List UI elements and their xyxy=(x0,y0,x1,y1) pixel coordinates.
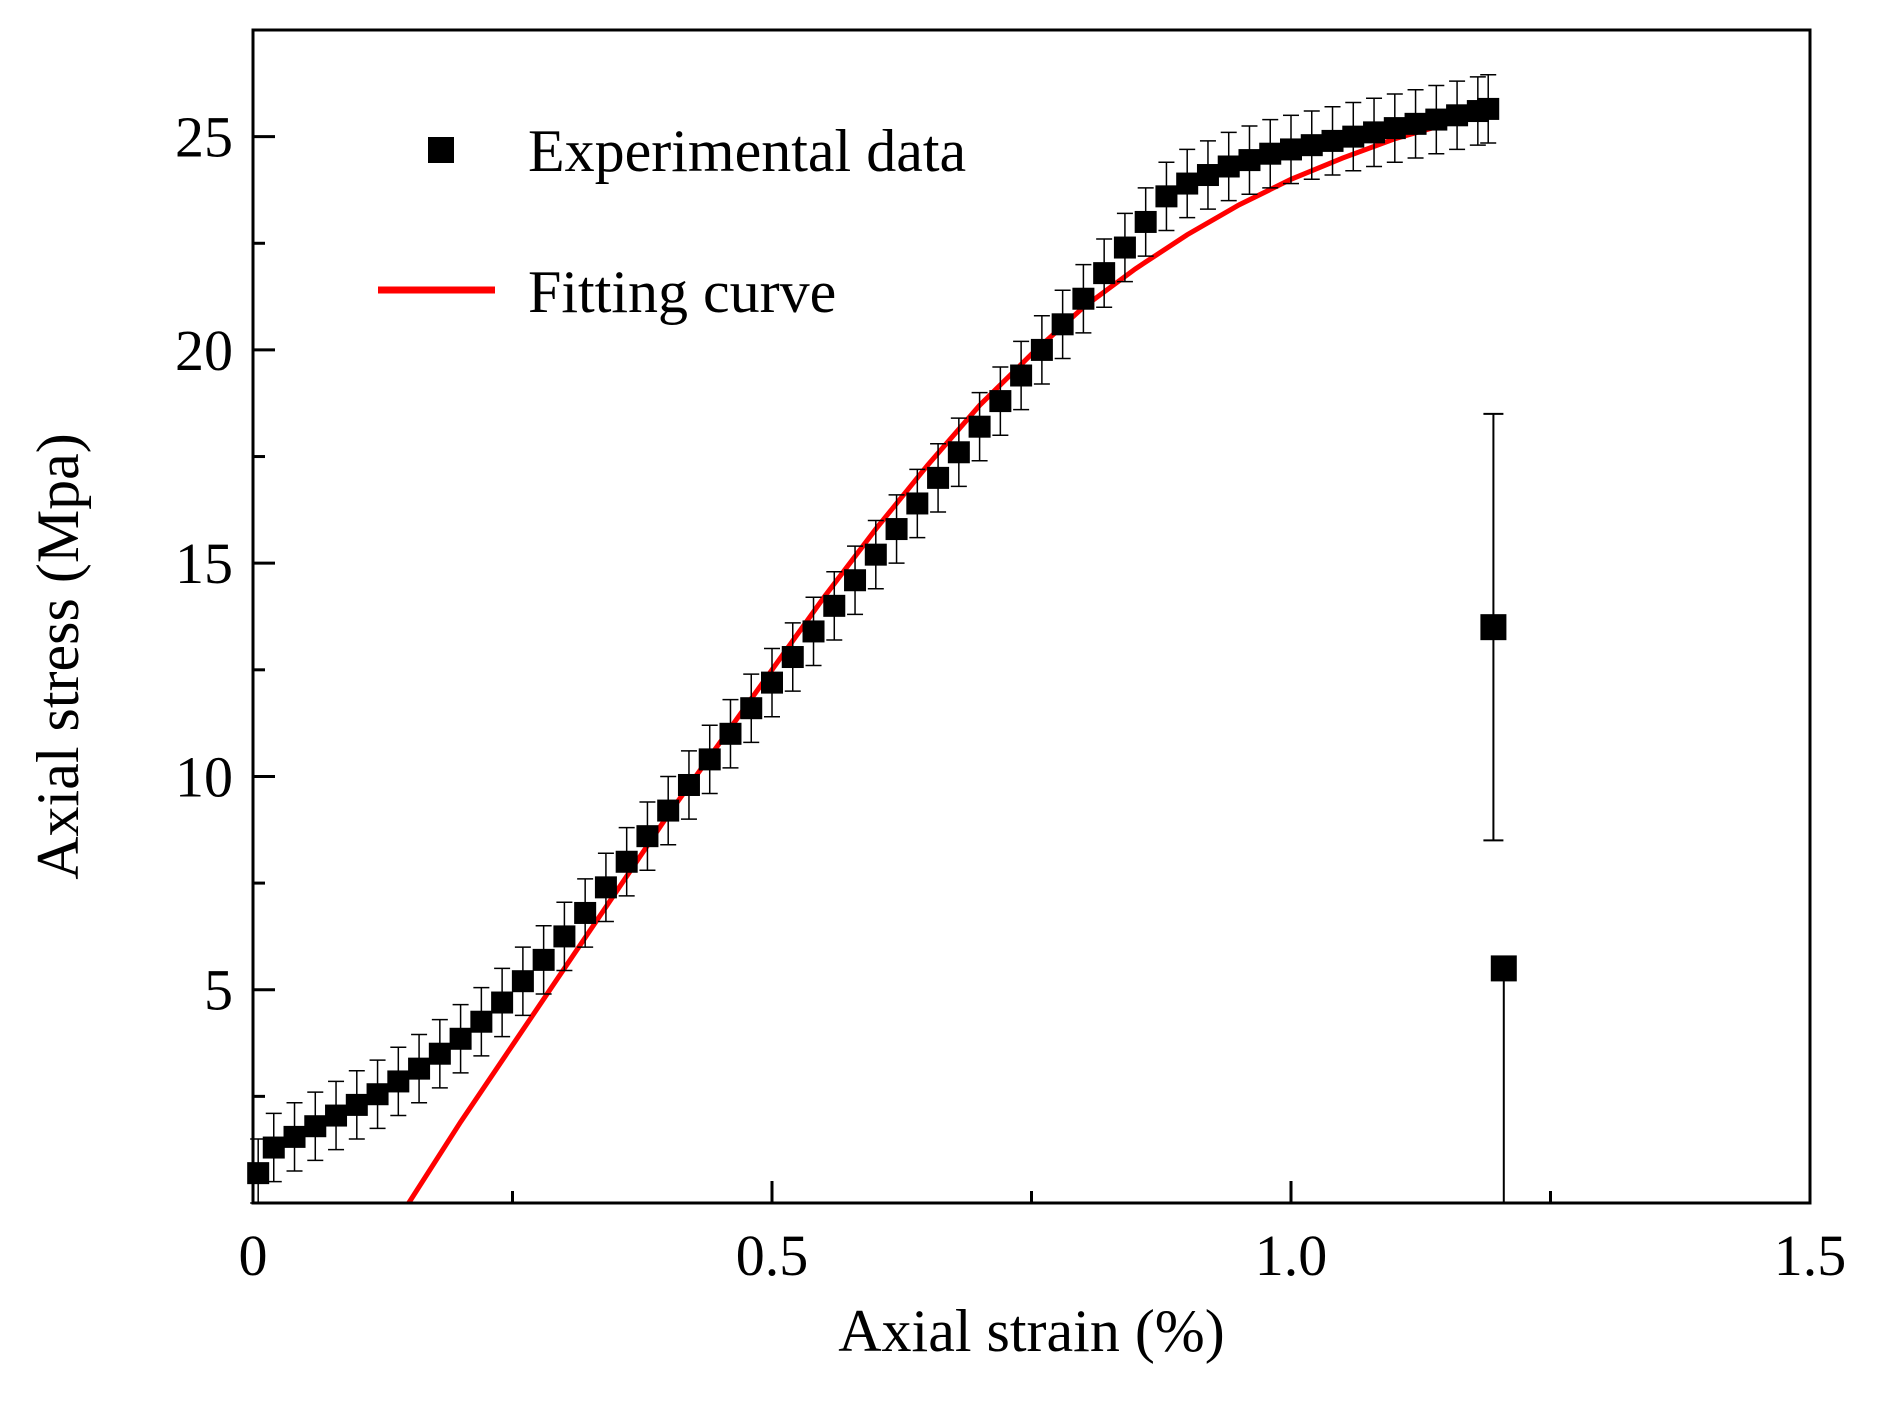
data-point xyxy=(1477,97,1500,120)
data-point xyxy=(740,697,763,720)
data-point xyxy=(636,825,659,848)
data-point xyxy=(1259,142,1282,165)
data-point xyxy=(387,1070,410,1093)
y-axis-label: Axial stress (Mpa) xyxy=(25,433,91,880)
data-point xyxy=(1134,210,1157,233)
data-point xyxy=(1238,149,1261,172)
legend: Experimental data Fitting curve xyxy=(378,118,966,325)
data-point xyxy=(947,441,970,464)
y-tick-label: 5 xyxy=(204,958,233,1023)
data-point xyxy=(968,415,991,438)
data-point xyxy=(615,850,638,873)
data-point xyxy=(1321,129,1344,152)
data-point xyxy=(1217,155,1240,178)
fitting-curve-line xyxy=(406,108,1489,1205)
data-point xyxy=(283,1125,306,1148)
data-point xyxy=(532,948,555,971)
data-point xyxy=(761,671,783,694)
data-point xyxy=(864,543,887,566)
data-point xyxy=(553,925,576,948)
data-point xyxy=(781,646,804,669)
data-point xyxy=(1051,313,1074,336)
axes-layer: 0 0.5 1.0 1.5 5 10 15 20 25 xyxy=(175,105,1846,1288)
data-point xyxy=(1176,172,1199,195)
x-axis-label: Axial strain (%) xyxy=(838,1298,1225,1364)
data-point xyxy=(594,876,617,899)
data-point xyxy=(1363,121,1386,144)
data-point xyxy=(247,1162,270,1185)
data-point xyxy=(1383,117,1406,140)
data-point xyxy=(470,1010,493,1033)
data-point xyxy=(885,518,908,541)
data-point xyxy=(491,991,514,1014)
x-tick-label: 0 xyxy=(239,1223,268,1288)
experimental-data-layer xyxy=(247,74,1500,1204)
data-point xyxy=(802,620,825,643)
data-point xyxy=(1300,134,1323,157)
data-point xyxy=(698,748,721,771)
y-tick-label: 25 xyxy=(175,105,233,170)
x-tick-label: 0.5 xyxy=(736,1223,809,1288)
annotation-point xyxy=(1490,955,1517,982)
y-tick-label: 15 xyxy=(175,531,233,596)
data-point xyxy=(366,1083,389,1106)
legend-fitting-label: Fitting curve xyxy=(528,259,836,325)
data-point xyxy=(428,1042,451,1065)
data-point xyxy=(1446,104,1469,127)
data-point xyxy=(823,594,846,617)
y-tick-label: 10 xyxy=(175,744,233,809)
data-point xyxy=(1342,125,1365,148)
data-point xyxy=(262,1136,285,1159)
data-point xyxy=(1093,262,1116,285)
data-point xyxy=(574,901,597,924)
data-point xyxy=(511,970,534,993)
y-tick-label: 20 xyxy=(175,318,233,383)
data-point xyxy=(1404,112,1427,135)
data-point xyxy=(1030,338,1053,361)
data-point xyxy=(1155,185,1178,208)
fitting-curve-layer xyxy=(406,108,1489,1205)
data-point xyxy=(1113,236,1136,259)
legend-experimental-label: Experimental data xyxy=(528,118,966,184)
data-point xyxy=(1010,364,1033,387)
data-point xyxy=(989,390,1012,413)
data-point xyxy=(325,1104,348,1127)
data-point xyxy=(1425,108,1448,131)
data-point xyxy=(719,722,742,745)
annotation-point xyxy=(1480,614,1507,641)
data-point xyxy=(677,773,700,796)
x-tick-label: 1.0 xyxy=(1255,1223,1328,1288)
data-point xyxy=(1280,138,1302,161)
data-point xyxy=(906,492,929,515)
data-point xyxy=(304,1115,327,1138)
annotation-points-layer xyxy=(1480,412,1517,1203)
legend-experimental-marker xyxy=(428,137,454,163)
data-point xyxy=(408,1057,431,1080)
data-point xyxy=(927,466,950,489)
data-point xyxy=(449,1027,472,1050)
x-tick-label: 1.5 xyxy=(1774,1223,1847,1288)
data-point xyxy=(844,569,867,592)
data-point xyxy=(345,1093,368,1116)
data-point xyxy=(657,799,680,822)
data-point xyxy=(1196,164,1219,187)
data-point xyxy=(1072,287,1095,310)
